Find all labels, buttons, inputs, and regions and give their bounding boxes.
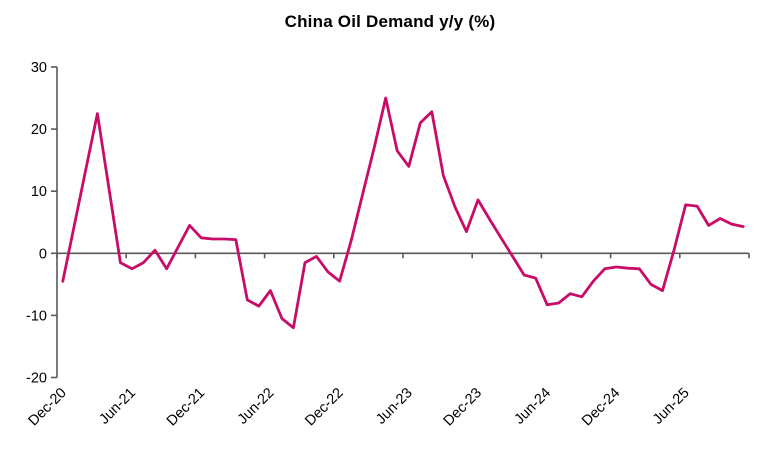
x-tick-label: Jun-23 bbox=[373, 385, 416, 428]
x-tick-label: Dec-20 bbox=[25, 385, 69, 429]
x-tick-label: Jun-25 bbox=[650, 385, 693, 428]
chart-title: China Oil Demand y/y (%) bbox=[284, 12, 496, 31]
x-tick-label: Dec-24 bbox=[579, 385, 623, 429]
x-tick-label: Dec-21 bbox=[164, 385, 208, 429]
x-tick-label: Jun-22 bbox=[235, 385, 278, 428]
x-tick-label: Jun-21 bbox=[96, 385, 139, 428]
demand-line bbox=[61, 96, 745, 330]
y-tick-label: -20 bbox=[26, 371, 47, 387]
y-tick-label: 20 bbox=[31, 122, 47, 138]
y-tick-label: 10 bbox=[31, 184, 47, 200]
y-tick-label: -10 bbox=[26, 308, 47, 324]
x-tick-label: Dec-22 bbox=[302, 385, 346, 429]
y-tick-label: 0 bbox=[39, 246, 47, 262]
x-tick-label: Jun-24 bbox=[512, 385, 555, 428]
x-tick-label: Dec-23 bbox=[441, 385, 485, 429]
y-tick-label: 30 bbox=[31, 60, 47, 76]
